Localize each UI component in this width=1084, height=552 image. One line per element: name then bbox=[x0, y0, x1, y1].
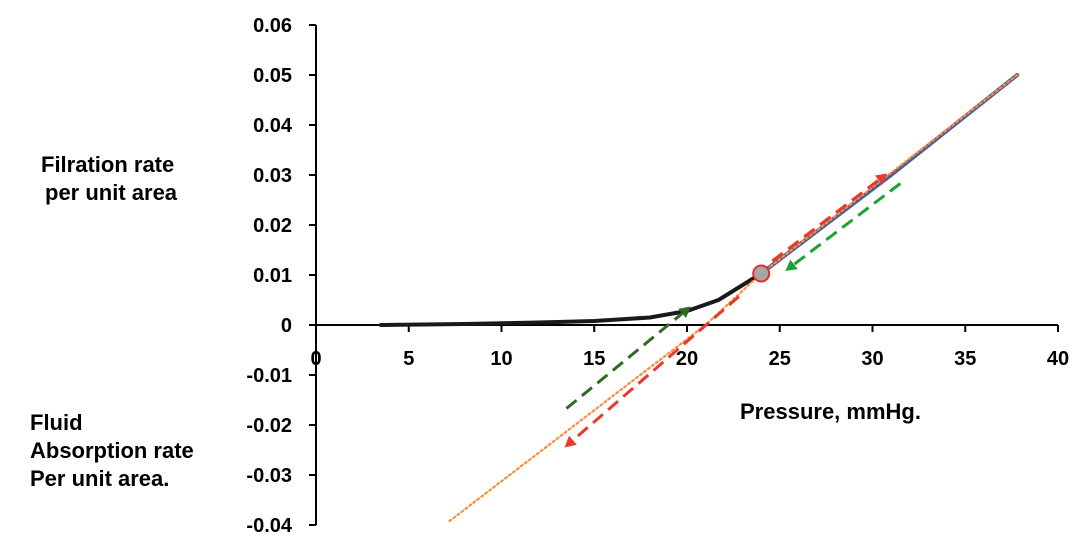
filtration-label-line1: Filration rate bbox=[41, 152, 175, 177]
y-tick-label: -0.01 bbox=[246, 365, 292, 387]
x-tick-label: 40 bbox=[1047, 348, 1069, 370]
series-line-orange-dotted bbox=[448, 73, 1019, 523]
y-tick-label: 0.02 bbox=[253, 215, 292, 237]
y-tick-labels: 0.06 0.05 0.04 0.03 0.02 0.01 0 -0.01 -0.02 -0.03… bbox=[246, 15, 292, 537]
x-tick-label: 15 bbox=[583, 348, 605, 370]
dashed-arrow bbox=[571, 295, 740, 442]
x-tick-label: 10 bbox=[490, 348, 512, 370]
x-tick-label: 35 bbox=[954, 348, 976, 370]
series-line-black bbox=[378, 271, 764, 327]
x-tick-label: 30 bbox=[861, 348, 883, 370]
x-tick-label: 5 bbox=[403, 348, 414, 370]
y-tick-label: 0 bbox=[281, 315, 292, 337]
arrow-head bbox=[875, 173, 888, 185]
axes bbox=[309, 24, 1059, 526]
x-tick-labels: 0 5 10 15 20 25 30 35 40 bbox=[310, 348, 1069, 370]
transition-point-marker bbox=[752, 264, 771, 283]
filtration-label-line2: per unit area bbox=[45, 180, 178, 205]
x-axis-label: Pressure, mmHg. bbox=[740, 399, 921, 424]
x-tick-label: 25 bbox=[769, 348, 791, 370]
absorption-label: Fluid Absorption rate Per unit area. bbox=[30, 409, 194, 493]
x-tick-label: 0 bbox=[310, 348, 321, 370]
dashed-arrow bbox=[771, 178, 880, 263]
y-tick-label: 0.01 bbox=[253, 265, 292, 287]
arrows-layer bbox=[564, 173, 902, 448]
absorption-label-line2: Absorption rate bbox=[30, 438, 194, 463]
arrow-head bbox=[678, 306, 691, 319]
x-tick-label: 20 bbox=[676, 348, 698, 370]
arrow-head bbox=[564, 435, 577, 448]
y-tick-label: -0.04 bbox=[246, 515, 292, 537]
marker-layer bbox=[752, 264, 771, 283]
y-tick-label: 0.03 bbox=[253, 165, 292, 187]
dashed-arrow bbox=[565, 312, 684, 410]
y-tick-label: -0.02 bbox=[246, 415, 292, 437]
dashed-arrow bbox=[793, 182, 902, 266]
absorption-label-line3: Per unit area. bbox=[30, 466, 170, 491]
y-tick-label: -0.03 bbox=[246, 465, 292, 487]
filtration-label: Filration rate per unit area bbox=[41, 151, 177, 207]
y-tick-label: 0.05 bbox=[253, 65, 292, 87]
y-tick-label: 0.04 bbox=[253, 115, 293, 137]
arrow-head bbox=[785, 259, 798, 271]
series-layer bbox=[378, 73, 1020, 523]
y-tick-label: 0.06 bbox=[253, 15, 292, 37]
absorption-label-line1: Fluid bbox=[30, 410, 83, 435]
